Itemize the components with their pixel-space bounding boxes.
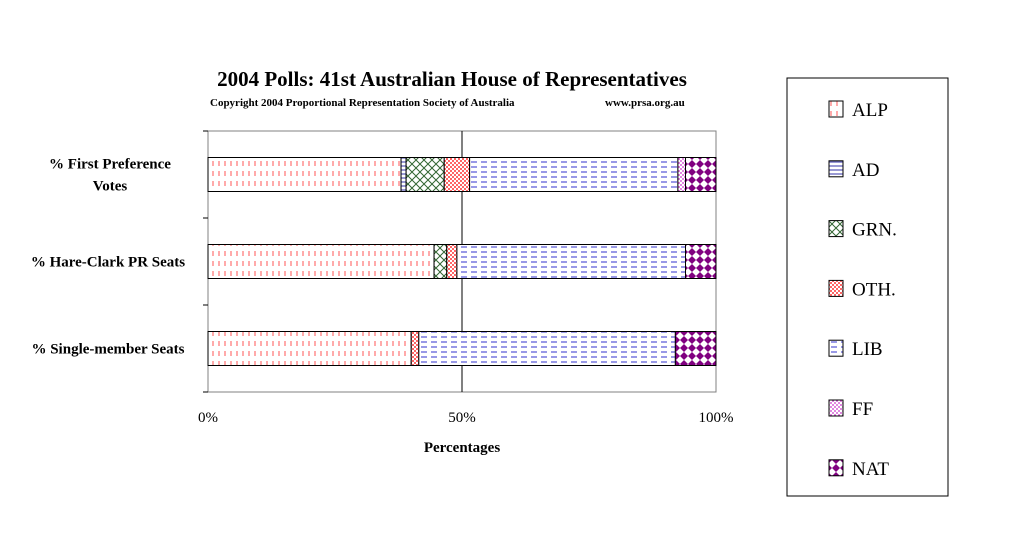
bar-nat-3 (674, 331, 717, 366)
legend-box (786, 77, 949, 497)
legend-label-alp: ALP (852, 100, 888, 121)
x-tick-label-1: 50% (448, 410, 476, 426)
legend-label-lib: LIB (852, 339, 883, 360)
x-tick-label-2: 100% (699, 410, 734, 426)
legend-swatch-oth (828, 279, 844, 297)
bar-alp-2 (207, 244, 435, 279)
bar-nat-2 (685, 244, 717, 279)
x-tick-label-0: 0% (198, 410, 218, 426)
category-label-1: % First Preference Votes (49, 157, 171, 195)
axis-group: % First Preference Votes % Hare-Clark PR S… (31, 130, 734, 426)
legend-swatch-nat (828, 459, 844, 477)
bar-grn-1 (405, 157, 445, 192)
bar-grn-2 (433, 244, 448, 279)
category-label-2: % Hare-Clark PR Seats (31, 255, 185, 271)
bar-oth-3 (410, 331, 420, 366)
bar-lib-1 (469, 157, 679, 192)
bar-nat-1 (685, 157, 717, 192)
bar-oth-2 (446, 244, 458, 279)
bar-ff-1 (677, 157, 687, 192)
chart-source: www.prsa.org.au (605, 97, 685, 109)
bar-ad-1 (400, 157, 407, 192)
x-axis-label: Percentages (424, 440, 501, 456)
legend-swatch-grn (828, 220, 844, 238)
bar-lib-2 (456, 244, 687, 279)
legend-swatch-ad (828, 160, 844, 178)
legend-swatch-lib (828, 339, 844, 357)
bar-lib-3 (418, 331, 676, 366)
legend-swatch-alp (828, 100, 844, 118)
legend-label-ff: FF (852, 399, 873, 420)
legend-label-oth: OTH. (852, 279, 896, 300)
legend-swatch-ff (828, 399, 844, 417)
chart-subtitle: Copyright 2004 Proportional Representati… (210, 97, 515, 109)
bars-group (207, 157, 717, 366)
chart-title: 2004 Polls: 41st Australian House of Rep… (217, 67, 687, 91)
bar-alp-1 (207, 157, 402, 192)
legend-label-grn: GRN. (852, 220, 897, 241)
bar-alp-3 (207, 331, 412, 366)
legend-label-nat: NAT (852, 459, 889, 480)
legend-label-ad: AD (852, 160, 879, 181)
legend-group: ALP AD GRN. OTH. LIB FF NAT (828, 100, 897, 480)
bar-oth-1 (443, 157, 471, 192)
category-label-3: % Single-member Seats (31, 342, 184, 358)
